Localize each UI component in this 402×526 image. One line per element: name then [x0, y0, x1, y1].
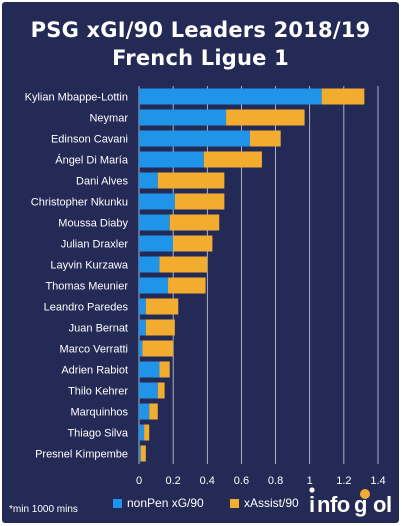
x-tick-label: 0.2	[165, 475, 180, 487]
infogol-logo: i nfo g ol	[309, 487, 392, 517]
bar-nonpen	[139, 88, 322, 105]
bar-xassist	[159, 361, 170, 378]
bar-xassist	[226, 109, 305, 126]
bar-xassist	[157, 382, 165, 399]
category-label: Moussa Diaby	[58, 218, 128, 230]
x-tick-label: 0.6	[234, 475, 249, 487]
legend-swatch-xassist	[230, 499, 239, 508]
legend-swatch-nonpen	[113, 499, 122, 508]
bar-nonpen	[139, 256, 160, 273]
bar-nonpen	[139, 382, 158, 399]
category-label: Edinson Cavani	[51, 134, 128, 146]
category-label: Leandro Paredes	[44, 302, 129, 314]
x-tick-label: 1.4	[370, 475, 385, 487]
category-label: Dani Alves	[76, 176, 128, 188]
chart-panel: PSG xGI/90 Leaders 2018/19 French Ligue …	[2, 2, 399, 523]
bar-xassist	[203, 151, 262, 168]
bar-xassist	[145, 319, 175, 336]
bar-nonpen	[139, 277, 169, 294]
bar-xassist	[159, 256, 208, 273]
legend-label-nonpen: nonPen xG/90	[127, 496, 204, 510]
bar-xassist	[144, 424, 150, 441]
bar-xassist	[249, 130, 281, 147]
chart-subtitle: French Ligue 1	[112, 46, 289, 70]
bar-xassist	[157, 172, 225, 189]
svg-text:ol: ol	[373, 492, 392, 517]
bar-nonpen	[139, 340, 143, 357]
legend-label-xassist: xAssist/90	[244, 496, 299, 510]
bar-xassist	[142, 340, 174, 357]
bar-chart: 0 0.2 0.4 0.6 0.8 1 1.2 1.4 Kylian Mbappe-Lottin…	[25, 86, 386, 487]
bar-nonpen	[139, 403, 150, 420]
bar-nonpen	[139, 319, 146, 336]
bar-xassist	[169, 214, 220, 231]
bar-nonpen	[139, 298, 146, 315]
category-label: Marco Verratti	[60, 344, 128, 356]
bar-xassist	[168, 277, 206, 294]
bar-xassist	[173, 235, 213, 252]
bar-nonpen	[139, 151, 204, 168]
x-tick-label: 0.8	[268, 475, 283, 487]
bar-xassist	[174, 193, 225, 210]
bar-nonpen	[139, 235, 174, 252]
bar-nonpen	[139, 109, 227, 126]
category-label: Kylian Mbappe-Lottin	[25, 92, 128, 104]
bar-nonpen	[139, 214, 170, 231]
category-label: Marquinhos	[71, 407, 129, 419]
bar-xassist	[321, 88, 365, 105]
svg-text:i: i	[309, 492, 315, 517]
footnote: *min 1000 mins	[9, 504, 78, 515]
x-tick-label: 1	[307, 475, 313, 487]
category-label: Christopher Nkunku	[31, 197, 128, 209]
x-tick-label: 0.4	[200, 475, 215, 487]
bar-nonpen	[139, 193, 175, 210]
svg-text:nfo: nfo	[317, 492, 350, 517]
category-label: Presnel Kimpembe	[35, 449, 128, 461]
x-tick-label: 1.2	[336, 475, 351, 487]
category-label: Thiago Silva	[67, 428, 128, 440]
bar-nonpen	[139, 424, 145, 441]
bar-xassist	[140, 445, 146, 462]
bar-nonpen	[139, 445, 141, 462]
bar-xassist	[145, 298, 179, 315]
category-label: Juan Bernat	[69, 323, 128, 335]
x-tick-label: 0	[136, 475, 142, 487]
bar-nonpen	[139, 130, 250, 147]
category-label: Adrien Rabiot	[61, 365, 128, 377]
category-label: Ángel Di María	[55, 154, 129, 167]
bar-xassist	[149, 403, 158, 420]
category-label: Thilo Kehrer	[68, 386, 128, 398]
bar-nonpen	[139, 172, 158, 189]
category-label: Julian Draxler	[61, 239, 129, 251]
category-label: Thomas Meunier	[45, 281, 128, 293]
chart-title: PSG xGI/90 Leaders 2018/19	[30, 18, 371, 42]
category-label: Neymar	[89, 113, 128, 125]
bar-nonpen	[139, 361, 160, 378]
category-label: Layvin Kurzawa	[50, 260, 129, 272]
